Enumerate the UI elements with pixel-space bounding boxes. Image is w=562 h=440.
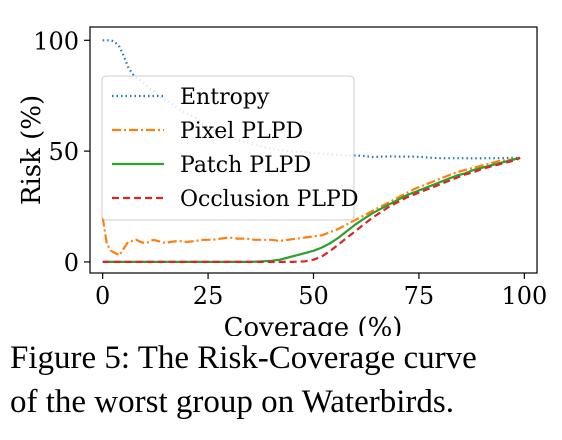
legend-label-2: Patch PLPD — [180, 153, 311, 178]
legend-label-1: Pixel PLPD — [180, 119, 303, 144]
series-line-3 — [102, 156, 521, 263]
y-tick-label-1: 50 — [48, 138, 79, 166]
x-tick-label-4: 100 — [501, 282, 547, 310]
legend: Entropy Pixel PLPD Patch PLPD Occlusion PLP… — [101, 75, 358, 221]
legend-box — [101, 75, 355, 221]
axis-ticks: 0 25 50 75 100 0 50 100 — [33, 27, 547, 310]
x-axis-label: Coverage (%) — [224, 313, 403, 336]
risk-coverage-chart: 0 25 50 75 100 0 50 100 Coverage (%) Risk (%) E… — [17, 26, 547, 336]
legend-label-3: Occlusion PLPD — [180, 187, 358, 212]
figure-caption: Figure 5: The Risk-Coverage curve of the… — [10, 336, 558, 424]
y-axis-label: Risk (%) — [17, 95, 47, 205]
x-tick-label-0: 0 — [95, 282, 110, 310]
series-line-1 — [101, 156, 521, 257]
x-tick-label-3: 75 — [404, 282, 435, 310]
legend-label-0: Entropy — [180, 85, 270, 110]
y-tick-label-2: 100 — [33, 27, 79, 55]
y-tick-label-0: 0 — [64, 249, 79, 277]
x-tick-label-2: 50 — [298, 282, 329, 310]
caption-line-1: Figure 5: The Risk-Coverage curve — [10, 340, 477, 376]
x-tick-label-1: 25 — [193, 282, 224, 310]
caption-line-2: of the worst group on Waterbirds. — [10, 384, 454, 420]
